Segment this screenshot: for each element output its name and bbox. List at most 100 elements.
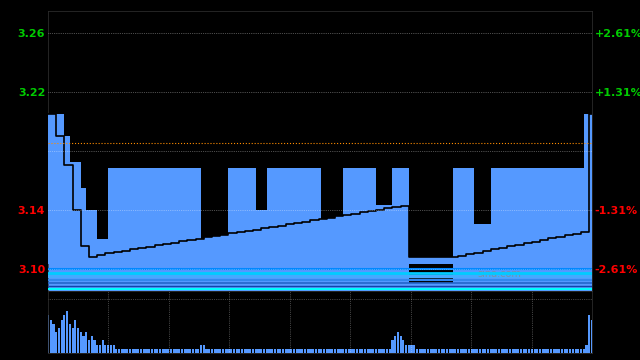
Bar bbox=[66, 311, 68, 353]
Bar bbox=[154, 348, 156, 353]
Bar bbox=[493, 348, 495, 353]
Bar bbox=[470, 348, 473, 353]
Bar bbox=[536, 348, 538, 353]
Bar bbox=[88, 340, 90, 353]
Bar bbox=[534, 348, 536, 353]
Bar bbox=[293, 348, 295, 353]
Text: sina.com: sina.com bbox=[477, 269, 521, 279]
Bar bbox=[380, 348, 383, 353]
Bar bbox=[372, 348, 374, 353]
Bar bbox=[298, 348, 301, 353]
Bar bbox=[539, 348, 541, 353]
Bar bbox=[219, 348, 221, 353]
Bar bbox=[358, 348, 361, 353]
Bar bbox=[410, 345, 413, 353]
Bar bbox=[541, 348, 544, 353]
Bar bbox=[582, 348, 585, 353]
Bar bbox=[424, 348, 426, 353]
Bar bbox=[511, 348, 514, 353]
Bar bbox=[500, 348, 503, 353]
Bar bbox=[465, 348, 467, 353]
Bar bbox=[197, 348, 200, 353]
Bar bbox=[266, 348, 268, 353]
Bar bbox=[233, 348, 235, 353]
Bar bbox=[181, 348, 183, 353]
Bar bbox=[435, 348, 437, 353]
Bar bbox=[192, 348, 194, 353]
Bar bbox=[140, 348, 142, 353]
Bar bbox=[433, 348, 435, 353]
Bar bbox=[356, 348, 358, 353]
Bar bbox=[419, 348, 421, 353]
Bar bbox=[83, 336, 84, 353]
Bar bbox=[517, 348, 519, 353]
Bar bbox=[525, 348, 527, 353]
Bar bbox=[386, 348, 388, 353]
Bar bbox=[214, 348, 216, 353]
Bar bbox=[403, 340, 404, 353]
Bar bbox=[520, 348, 522, 353]
Bar bbox=[413, 345, 415, 353]
Bar bbox=[408, 345, 410, 353]
Bar bbox=[315, 348, 317, 353]
Bar bbox=[91, 336, 93, 353]
Bar bbox=[287, 348, 290, 353]
Bar bbox=[126, 348, 129, 353]
Bar bbox=[143, 348, 145, 353]
Bar bbox=[271, 348, 273, 353]
Bar bbox=[481, 348, 484, 353]
Bar bbox=[416, 348, 418, 353]
Bar bbox=[151, 348, 153, 353]
Bar bbox=[121, 348, 123, 353]
Bar bbox=[479, 348, 481, 353]
Bar bbox=[268, 348, 271, 353]
Bar bbox=[523, 348, 525, 353]
Bar bbox=[547, 348, 549, 353]
Bar bbox=[110, 345, 112, 353]
Bar bbox=[96, 345, 99, 353]
Bar bbox=[364, 348, 366, 353]
Bar bbox=[528, 348, 530, 353]
Bar bbox=[279, 348, 282, 353]
Bar bbox=[52, 324, 54, 353]
Bar bbox=[257, 348, 260, 353]
Bar bbox=[145, 348, 147, 353]
Bar bbox=[495, 348, 497, 353]
Bar bbox=[170, 348, 172, 353]
Bar bbox=[58, 328, 60, 353]
Bar bbox=[255, 348, 257, 353]
Bar bbox=[307, 348, 308, 353]
Bar bbox=[509, 348, 511, 353]
Bar bbox=[164, 348, 166, 353]
Bar bbox=[63, 315, 65, 353]
Bar bbox=[438, 348, 440, 353]
Bar bbox=[586, 345, 588, 353]
Bar bbox=[309, 348, 312, 353]
Bar bbox=[421, 348, 424, 353]
Bar bbox=[167, 348, 170, 353]
Bar bbox=[320, 348, 323, 353]
Bar bbox=[107, 345, 109, 353]
Bar bbox=[328, 348, 331, 353]
Bar bbox=[134, 348, 136, 353]
Bar bbox=[397, 332, 399, 353]
Bar bbox=[115, 348, 117, 353]
Bar bbox=[132, 348, 134, 353]
Bar bbox=[345, 348, 347, 353]
Bar bbox=[569, 348, 572, 353]
Bar bbox=[580, 348, 582, 353]
Bar bbox=[588, 315, 590, 353]
Bar bbox=[383, 348, 385, 353]
Bar bbox=[205, 348, 207, 353]
Bar bbox=[47, 315, 49, 353]
Bar bbox=[189, 348, 191, 353]
Bar bbox=[484, 348, 486, 353]
Bar bbox=[312, 348, 314, 353]
Bar bbox=[244, 348, 246, 353]
Bar bbox=[369, 348, 372, 353]
Bar bbox=[362, 348, 364, 353]
Bar bbox=[440, 348, 443, 353]
Bar bbox=[230, 348, 232, 353]
Bar bbox=[561, 348, 563, 353]
Bar bbox=[558, 348, 560, 353]
